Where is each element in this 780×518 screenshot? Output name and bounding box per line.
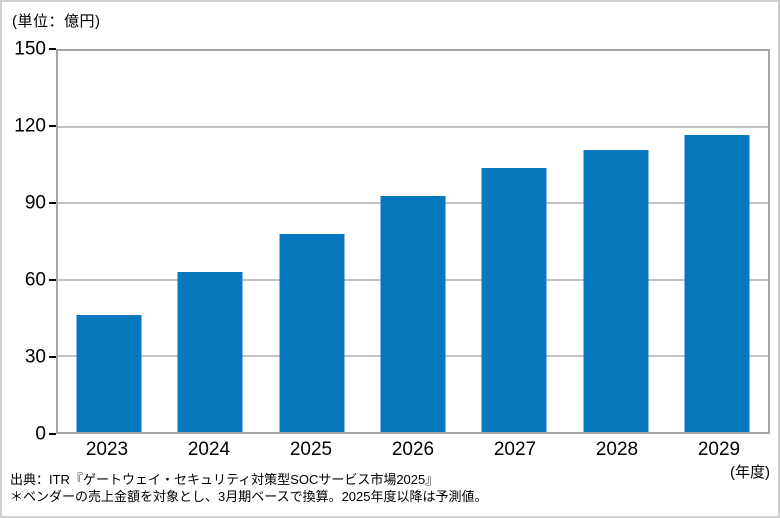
y-tick-label: 60 (24, 269, 46, 291)
bar-2025 (279, 233, 345, 432)
note-line: ＊ベンダーの売上金額を対象とし、3月期ベースで換算。2025年度以降は予測値。 (10, 489, 488, 504)
x-tick-label: 2029 (697, 439, 741, 460)
x-tick-label: 2027 (493, 439, 537, 460)
x-tick-label: 2025 (289, 439, 333, 460)
gridline (58, 126, 768, 129)
y-tick-label: 120 (14, 115, 46, 137)
bar-2027 (481, 167, 547, 432)
y-tick-label: 0 (35, 423, 46, 445)
source-line: 出典：ITR『ゲートウェイ・セキュリティ対策型SOCサービス市場2025』 (10, 472, 439, 487)
x-tick-label: 2026 (391, 439, 435, 460)
y-tick-mark (49, 48, 56, 50)
y-axis-unit-label: (単位：億円) (12, 13, 101, 30)
bar-2024 (177, 271, 243, 432)
bar-2029 (684, 134, 750, 432)
x-tick-label: 2024 (187, 439, 231, 460)
x-tick-label: 2023 (85, 439, 129, 460)
y-tick-mark (49, 125, 56, 127)
bar-2023 (76, 315, 142, 432)
bar-2026 (380, 195, 446, 432)
y-tick-mark (49, 433, 56, 435)
y-tick-mark (49, 279, 56, 281)
y-tick-mark (49, 202, 56, 204)
source-note-block: 出典：ITR『ゲートウェイ・セキュリティ対策型SOCサービス市場2025』 ＊ベ… (10, 471, 488, 505)
y-tick-label: 150 (14, 38, 46, 60)
plot-area (56, 49, 770, 434)
bar-2028 (583, 150, 649, 432)
y-tick-mark (49, 356, 56, 358)
y-tick-label: 30 (24, 346, 46, 368)
x-tick-label: 2028 (595, 439, 639, 460)
y-tick-label: 90 (24, 192, 46, 214)
x-axis-unit-label: (年度) (730, 464, 770, 481)
